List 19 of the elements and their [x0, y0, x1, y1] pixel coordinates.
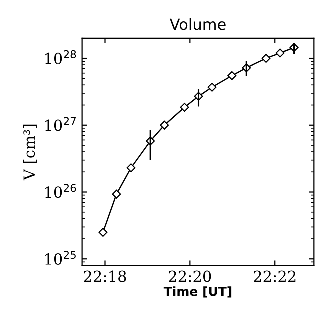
x-tick-label: 22:18: [84, 270, 126, 282]
point: [112, 190, 122, 199]
point: [276, 48, 285, 58]
chart-title: Volume: [170, 18, 226, 30]
y-tick-label: 10$^{28}$: [46, 50, 76, 64]
point: [98, 228, 108, 237]
point: [160, 120, 170, 130]
point: [126, 164, 136, 173]
y-tick-label: 10$^{26}$: [46, 184, 76, 198]
x-tick-label: 22:22: [254, 270, 296, 282]
point: [262, 54, 271, 64]
point: [180, 103, 190, 112]
point: [228, 71, 237, 80]
y-axis-title: V [cm³]: [23, 124, 37, 181]
x-tick-label: 22:20: [169, 270, 212, 282]
x-axis-title: Time [UT]: [164, 286, 232, 298]
y-tick-label: 10$^{25}$: [46, 251, 76, 266]
y-tick-label: 10$^{27}$: [46, 117, 76, 132]
point: [208, 82, 217, 92]
